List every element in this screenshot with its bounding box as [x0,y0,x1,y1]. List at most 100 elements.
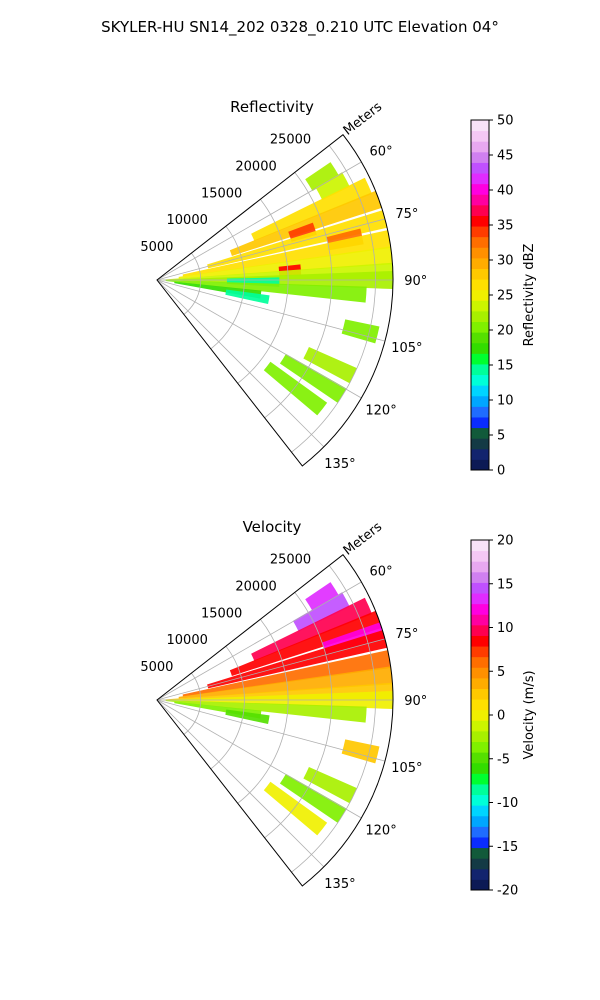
azimuth-tick-label: 60° [370,145,393,160]
colorbar-swatch [471,550,489,562]
echo-cell [178,246,393,279]
echo-cell [251,177,373,242]
colorbar-tick-label: 0 [497,464,505,479]
colorbar-swatch [471,406,489,418]
range-tick-label: 20000 [235,159,276,174]
colorbar-swatch [471,582,489,594]
colorbar-tick-label: 0 [497,709,505,724]
colorbar-swatch [471,656,489,668]
colorbar-swatch [471,215,489,227]
range-tick-label: 20000 [235,579,276,594]
echo-cell [315,172,350,201]
range-tick-label: 25000 [270,132,311,147]
colorbar-tick-label: 5 [497,665,505,680]
range-ring [183,672,202,735]
colorbar-swatch [471,427,489,439]
colorbar-swatch [471,709,489,721]
colorbar-swatch [471,783,489,796]
azimuth-spoke [156,699,362,819]
echo-cell [251,597,373,662]
colorbar-tick-label: 10 [497,621,514,636]
colorbar-swatch [471,151,489,163]
colorbar-label: Reflectivity dBZ [522,244,537,347]
colorbar-swatch [471,836,489,849]
azimuth-spoke [156,279,325,448]
colorbar-swatch [471,268,489,280]
colorbar-swatch [471,794,489,806]
range-ring [264,172,333,419]
colorbar: 0 5 10 15 20 25 30 35 40 45 50 Reflectivity dBZ [470,114,537,479]
range-tick-label: 5000 [140,240,173,255]
colorbar-swatch [471,762,489,774]
colorbar-swatch [471,438,489,450]
echo-cell [292,592,350,632]
sector-frame [156,134,394,467]
colorbar-swatch [471,385,489,397]
echo-cells [161,582,394,836]
colorbar-swatch [471,603,489,615]
colorbar-swatch [471,752,489,764]
colorbar-swatch [471,741,489,753]
panel-title: Reflectivity [230,98,314,116]
colorbar-swatch [471,194,489,206]
colorbar-swatch [471,130,489,142]
colorbar-swatch [471,847,489,859]
colorbar-swatch [471,459,489,471]
range-ring [291,145,376,453]
colorbar-swatch [471,310,489,323]
echo-cell [279,353,347,403]
echo-cell [229,610,382,676]
azimuth-tick-label: 60° [370,565,393,580]
azimuth-tick-label: 135° [324,877,355,892]
azimuth-tick-label: 90° [404,274,427,289]
colorbar: -20 -15 -10 -5 0 5 10 15 20 Velocity (m/s) [470,534,537,899]
range-ring [210,225,245,350]
azimuth-spoke [156,161,362,281]
echo-cell [207,630,388,689]
colorbar-swatch [471,332,489,344]
colorbar-tick-label: -5 [497,752,510,767]
colorbar-swatch [471,173,489,185]
colorbar-swatch [471,257,489,269]
colorbar-swatch [471,183,489,195]
polar-grid [156,565,393,873]
range-ring [183,252,202,315]
colorbar-tick-label: 20 [497,324,514,339]
echo-cell [225,709,270,725]
colorbar-tick-label: 15 [497,359,514,374]
range-ring [291,565,376,873]
azimuth-tick-label: 90° [404,694,427,709]
colorbar-tick-label: -10 [497,796,518,811]
colorbar-swatch [471,624,489,636]
range-tick-label: 10000 [167,633,208,648]
range-tick-label: 25000 [270,552,311,567]
colorbar-swatch [471,635,489,647]
colorbar-swatch [471,120,489,132]
echo-cell [263,361,328,416]
range-axis-label: Meters [341,99,385,138]
echo-cell [263,781,328,836]
colorbar-tick-label: 50 [497,114,514,129]
colorbar-swatch [471,730,489,743]
colorbar-swatch [471,858,489,870]
colorbar-swatch [471,416,489,429]
colorbar-swatch [471,699,489,711]
echo-cell [178,666,393,699]
colorbar-swatch [471,162,489,174]
colorbar-tick-label: 15 [497,577,514,592]
range-ring [264,592,333,839]
range-tick-label: 10000 [167,213,208,228]
colorbar-tick-label: 25 [497,289,514,304]
colorbar-swatch [471,141,489,153]
echo-cell [229,190,382,256]
colorbar-swatch [471,868,489,880]
range-axis-label: Meters [341,519,385,558]
colorbar-label: Velocity (m/s) [522,670,537,759]
echo-cell [165,280,367,303]
azimuth-spoke [156,638,386,701]
colorbar-tick-label: 45 [497,149,514,164]
colorbar-swatch [471,289,489,301]
colorbar-swatch [471,720,489,732]
colorbar-swatch [471,540,489,552]
azimuth-tick-label: 105° [391,761,422,776]
